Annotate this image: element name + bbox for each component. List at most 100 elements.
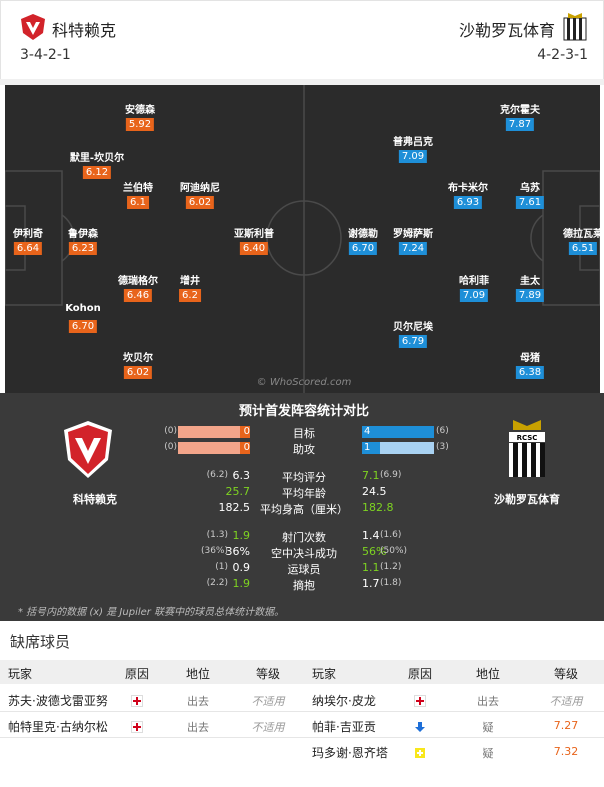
stat-label: 射门次数 [282,531,326,544]
absent-title: 缺席球员 [10,633,71,651]
home-season: (0) [164,442,177,452]
player-name: 普弗吕克 [393,137,433,148]
column-header: 地位 [185,667,211,681]
player-name: 布卡米尔 [448,183,488,194]
reason-icon [414,744,426,758]
home-bar: 0 [240,442,250,454]
home-team-name: 科特赖克 [52,21,117,40]
player-name: 德拉瓦莱 [563,229,603,240]
away-season: (1.2) [380,562,402,572]
player-rating: 6.70 [68,320,98,333]
player-rating: 7.09 [459,289,489,302]
home-season: (0) [164,426,177,436]
comparison-title: 预计首发阵容统计对比 [238,404,370,419]
player-rating: 6.02 [123,366,153,379]
home-season: (1.3) [206,530,228,540]
home-season: (36%) [200,546,228,556]
away-bar: 4 [362,426,434,438]
away-logo [563,13,587,41]
home-value: 1.9 [232,577,251,590]
status: 出去 [187,695,209,708]
player-name: 亚斯利普 [234,229,274,240]
away-team-name: 沙勒罗瓦体育 [458,21,555,40]
player-rating: 6.46 [123,289,153,302]
player-name: 乌苏 [520,183,540,194]
bar-label: 助攻 [293,443,315,456]
player-rating: 6.2 [179,289,201,302]
header-panel [0,0,604,80]
player-name: 母猪 [520,353,540,364]
column-header: 等级 [553,667,579,681]
pitch [5,85,600,393]
away-season: (3) [436,442,449,452]
column-header: 玩家 [312,667,337,681]
player-name: 圭太 [520,276,540,287]
player: 苏夫·波德戈雷亚努 [8,694,108,708]
player-rating: 6.70 [348,242,378,255]
player-name: 鲁伊森 [68,229,98,240]
stat-label: 摘抱 [293,579,315,592]
player-rating: 7.89 [515,289,545,302]
player-rating: 6.1 [127,196,149,209]
home-season: (6.2) [206,470,228,480]
bar-label: 目标 [293,427,315,440]
rating: 7.27 [553,719,579,732]
away-season: (1.8) [380,578,402,588]
home-season: (2.2) [206,578,228,588]
gap [0,79,604,85]
home-value: 36% [225,545,250,558]
reason-icon [131,718,143,733]
away-season: (6) [436,426,449,436]
away-value: 24.5 [362,485,387,498]
stat-label: 平均年龄 [282,487,326,500]
home-value: 25.7 [225,485,251,498]
home-season: (1) [215,562,228,572]
away-value: 7.1 [362,469,380,482]
stat-label: 平均身高（厘米） [260,503,348,516]
player-rating: 6.23 [68,242,98,255]
player-name: Kohon [65,303,101,314]
away-formation: 4-2-3-1 [537,47,588,63]
rating: 不适用 [251,695,285,708]
home-formation: 3-4-2-1 [20,47,71,63]
player-rating: 7.61 [515,196,545,209]
rating: 7.32 [553,745,579,758]
player-name: 坎贝尔 [123,353,153,364]
player-rating: 6.38 [515,366,545,379]
player-name: 增井 [180,276,200,287]
player-name: 贝尔尼埃 [393,322,433,333]
player-rating: 7.87 [505,118,535,131]
status: 出去 [187,721,209,734]
away-bar-track [362,442,434,454]
player: 帕菲·吉亚贡 [312,720,376,734]
player-name: 谢德勒 [348,229,378,240]
away-value: 1.7 [362,577,380,590]
svg-text:RCSC: RCSC [517,434,538,442]
footnote: * 括号内的数据 (x) 是 Jupiler 联赛中的球员总体统计数据。 [18,607,285,618]
player: 纳埃尔·皮龙 [312,694,376,708]
home-value: 182.5 [218,501,251,514]
player-rating: 6.40 [239,242,269,255]
home-bar-track [178,426,250,438]
away-team-label: 沙勒罗瓦体育 [494,493,560,506]
watermark: © WhoScored.com [256,377,352,388]
home-bar: 0 [240,426,250,438]
player-rating: 6.12 [82,166,112,179]
player: 帕特里克·古纳尔松 [8,720,108,734]
player-name: 阿迪纳尼 [180,183,220,194]
row-separator [0,711,604,712]
status: 疑 [482,747,494,760]
rating: 不适用 [251,721,285,734]
table-header-bg [0,660,604,684]
column-header: 等级 [255,667,281,681]
stat-label: 空中决斗成功 [271,547,337,560]
column-header: 原因 [124,667,150,681]
column-header: 玩家 [8,667,33,681]
player-name: 安德森 [125,105,155,116]
away-value: 1.4 [362,529,380,542]
player-rating: 6.64 [13,242,43,255]
player-rating: 6.51 [568,242,598,255]
player-rating: 5.92 [125,118,155,131]
player-rating: 7.24 [398,242,428,255]
